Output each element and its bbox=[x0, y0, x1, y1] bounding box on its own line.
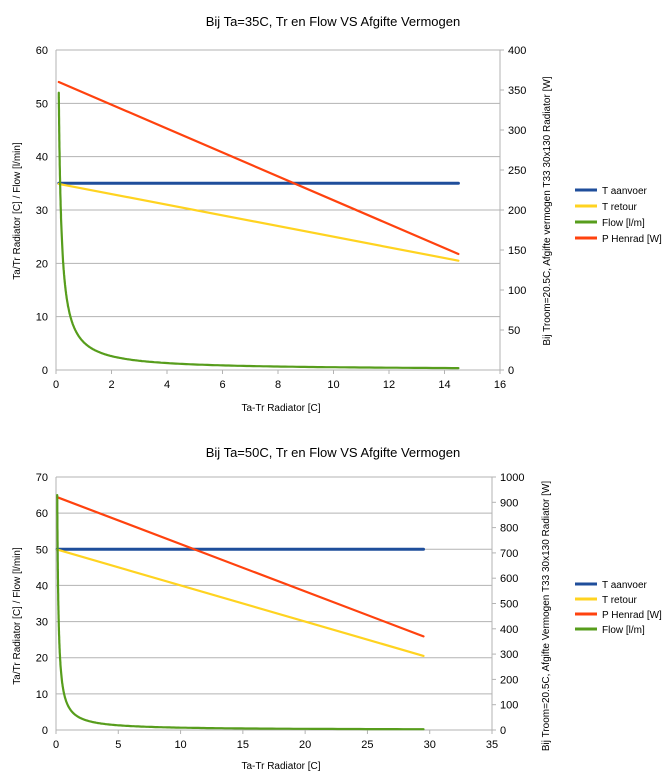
chart-1-y-axis-label: Ta/Tr Radiator [C] / Flow [l/min] bbox=[12, 142, 23, 280]
y2-tick-label: 100 bbox=[508, 285, 526, 297]
x-tick-label: 25 bbox=[361, 739, 373, 751]
y-tick-label: 50 bbox=[36, 544, 48, 556]
y2-tick-label: 300 bbox=[508, 125, 526, 137]
x-tick-label: 5 bbox=[115, 739, 121, 751]
y-tick-label: 10 bbox=[36, 689, 48, 701]
x-tick-label: 10 bbox=[174, 739, 186, 751]
y-tick-label: 0 bbox=[42, 725, 48, 737]
y2-tick-label: 50 bbox=[508, 325, 520, 337]
y2-tick-label: 0 bbox=[500, 725, 506, 737]
chart-2-x-axis-label: Ta-Tr Radiator [C] bbox=[241, 761, 320, 772]
chart-2-y2-axis-label: Bij Troom=20.5C, Afgifte Vermogen T33 30… bbox=[541, 481, 552, 751]
x-tick-label: 0 bbox=[53, 379, 59, 391]
x-tick-label: 14 bbox=[438, 379, 450, 391]
chart-1-legend: T aanvoer T retour Flow [l/m] P Henrad [W] bbox=[575, 186, 662, 245]
y2-tick-label: 300 bbox=[500, 649, 518, 661]
chart-2-title: Bij Ta=50C, Tr en Flow VS Afgifte Vermog… bbox=[206, 445, 460, 460]
x-tick-label: 35 bbox=[486, 739, 498, 751]
x-tick-label: 0 bbox=[53, 739, 59, 751]
chart-2-y-axis-label: Ta/Tr Radiator [C] / Flow [l/min] bbox=[12, 547, 23, 685]
y2-tick-label: 1000 bbox=[500, 472, 524, 484]
y2-tick-label: 700 bbox=[500, 548, 518, 560]
chart-2-series bbox=[55, 494, 425, 731]
x-tick-label: 15 bbox=[237, 739, 249, 751]
x-tick-label: 16 bbox=[494, 379, 506, 391]
x-tick-label: 10 bbox=[327, 379, 339, 391]
y2-tick-label: 250 bbox=[508, 165, 526, 177]
y-tick-label: 0 bbox=[42, 365, 48, 377]
chart-2: Bij Ta=50C, Tr en Flow VS Afgifte Vermog… bbox=[12, 445, 662, 772]
y2-tick-label: 600 bbox=[500, 573, 518, 585]
x-tick-label: 4 bbox=[164, 379, 170, 391]
x-tick-label: 6 bbox=[219, 379, 225, 391]
series-line-t bbox=[56, 548, 425, 657]
legend-label: Flow [l/m] bbox=[602, 625, 645, 636]
legend-label: T retour bbox=[602, 595, 637, 606]
series-line-flow bbox=[57, 91, 460, 370]
y2-tick-label: 900 bbox=[500, 497, 518, 509]
y2-tick-label: 0 bbox=[508, 365, 514, 377]
y-tick-label: 60 bbox=[36, 508, 48, 520]
y-tick-label: 10 bbox=[36, 312, 48, 324]
series-line-flow bbox=[56, 494, 425, 731]
series-line-p bbox=[57, 80, 460, 256]
legend-label: P Henrad [W] bbox=[602, 234, 662, 245]
chart-1-x-axis-label: Ta-Tr Radiator [C] bbox=[241, 403, 320, 414]
x-tick-label: 2 bbox=[108, 379, 114, 391]
y2-tick-label: 100 bbox=[500, 700, 518, 712]
legend-label: T retour bbox=[602, 202, 637, 213]
y2-tick-label: 400 bbox=[500, 624, 518, 636]
chart-1-y2-axis-label: Bij Troom=20.5C, Afgifte vermogen T33 30… bbox=[542, 76, 553, 345]
y2-tick-label: 350 bbox=[508, 85, 526, 97]
legend-label: T aanvoer bbox=[602, 580, 648, 591]
y-tick-label: 20 bbox=[36, 258, 48, 270]
y-tick-label: 70 bbox=[36, 472, 48, 484]
y-tick-label: 40 bbox=[36, 152, 48, 164]
y2-tick-label: 800 bbox=[500, 523, 518, 535]
y-tick-label: 50 bbox=[36, 98, 48, 110]
x-tick-label: 8 bbox=[275, 379, 281, 391]
x-tick-label: 20 bbox=[299, 739, 311, 751]
x-tick-label: 30 bbox=[424, 739, 436, 751]
y2-tick-label: 200 bbox=[500, 674, 518, 686]
series-line-p bbox=[56, 496, 425, 638]
y-tick-label: 30 bbox=[36, 205, 48, 217]
chart-2-ticks: 0102030405060700100200300400500600700800… bbox=[36, 472, 525, 751]
chart-1-title: Bij Ta=35C, Tr en Flow VS Afgifte Vermog… bbox=[206, 14, 460, 29]
x-tick-label: 12 bbox=[383, 379, 395, 391]
y2-tick-label: 500 bbox=[500, 599, 518, 611]
chart-2-grid bbox=[55, 476, 496, 734]
chart-1: Bij Ta=35C, Tr en Flow VS Afgifte Vermog… bbox=[12, 14, 662, 414]
legend-label: T aanvoer bbox=[602, 186, 648, 197]
y-tick-label: 60 bbox=[36, 45, 48, 57]
y2-tick-label: 200 bbox=[508, 205, 526, 217]
y-tick-label: 20 bbox=[36, 653, 48, 665]
y-tick-label: 40 bbox=[36, 580, 48, 592]
chart-1-grid bbox=[55, 49, 504, 374]
legend-label: Flow [l/m] bbox=[602, 218, 645, 229]
y2-tick-label: 400 bbox=[508, 45, 526, 57]
y-tick-label: 30 bbox=[36, 617, 48, 629]
chart-1-series bbox=[57, 80, 460, 370]
chart-2-legend: T aanvoer T retour P Henrad [W] Flow [l/m] bbox=[575, 580, 662, 636]
y2-tick-label: 150 bbox=[508, 245, 526, 257]
legend-label: P Henrad [W] bbox=[602, 610, 662, 621]
chart-1-ticks: 0 10 20 30 40 50 60 0 50 100 150 200 250 300 350 400 0 2 4… bbox=[36, 45, 527, 391]
series-line-t bbox=[57, 182, 460, 262]
